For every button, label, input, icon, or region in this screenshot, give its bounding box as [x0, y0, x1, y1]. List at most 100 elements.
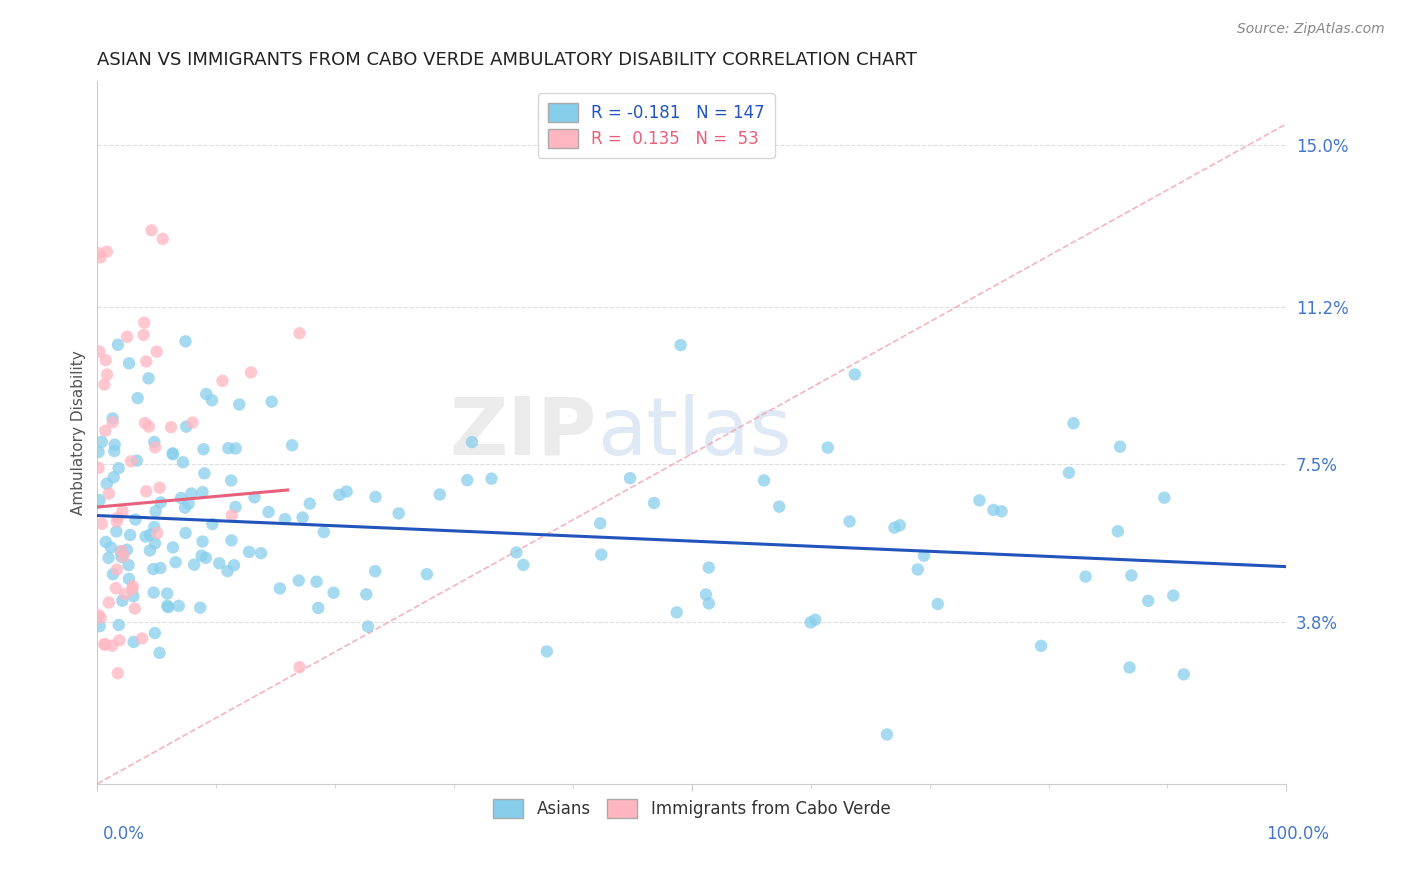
Point: [1153, 491, 1175, 505]
Point: [990, 504, 1012, 518]
Point: [201, 393, 224, 408]
Point: [1161, 589, 1184, 603]
Point: [107, 510, 129, 524]
Point: [148, 646, 170, 660]
Y-axis label: Ambulatory Disability: Ambulatory Disability: [72, 351, 86, 515]
Point: [328, 488, 350, 502]
Point: [1121, 568, 1143, 582]
Point: [131, 632, 153, 646]
Point: [697, 560, 720, 574]
Point: [288, 660, 311, 674]
Point: [115, 330, 138, 344]
Point: [1109, 440, 1132, 454]
Point: [105, 515, 128, 529]
Point: [94, 535, 117, 549]
Point: [120, 528, 142, 542]
Point: [143, 626, 166, 640]
Point: [239, 366, 262, 380]
Point: [167, 599, 190, 613]
Point: [800, 615, 823, 630]
Point: [912, 549, 935, 563]
Point: [156, 599, 179, 613]
Point: [110, 549, 132, 564]
Point: [322, 586, 344, 600]
Point: [139, 528, 162, 542]
Point: [281, 438, 304, 452]
Point: [191, 534, 214, 549]
Point: [269, 582, 291, 596]
Point: [138, 371, 160, 385]
Point: [124, 601, 146, 615]
Point: [101, 415, 124, 429]
Point: [97, 595, 120, 609]
Point: [93, 377, 115, 392]
Point: [697, 596, 720, 610]
Point: [388, 507, 411, 521]
Point: [145, 344, 167, 359]
Point: [429, 487, 451, 501]
Point: [288, 574, 311, 588]
Point: [132, 327, 155, 342]
Point: [124, 512, 146, 526]
Point: [149, 561, 172, 575]
Point: [768, 500, 790, 514]
Point: [357, 619, 380, 633]
Point: [142, 585, 165, 599]
Point: [117, 558, 139, 572]
Point: [250, 546, 273, 560]
Point: [96, 368, 118, 382]
Point: [87, 246, 110, 260]
Point: [505, 545, 527, 559]
Point: [134, 416, 156, 430]
Point: [135, 484, 157, 499]
Point: [228, 397, 250, 411]
Point: [1107, 524, 1129, 539]
Point: [125, 453, 148, 467]
Point: [87, 608, 110, 623]
Point: [172, 455, 194, 469]
Point: [111, 593, 134, 607]
Point: [145, 504, 167, 518]
Point: [152, 232, 174, 246]
Point: [141, 223, 163, 237]
Point: [122, 589, 145, 603]
Point: [160, 420, 183, 434]
Point: [94, 424, 117, 438]
Point: [121, 582, 143, 597]
Point: [127, 391, 149, 405]
Point: [87, 461, 110, 475]
Point: [90, 610, 112, 624]
Point: [804, 613, 827, 627]
Point: [201, 517, 224, 532]
Point: [364, 490, 387, 504]
Point: [138, 419, 160, 434]
Point: [1074, 569, 1097, 583]
Point: [104, 581, 127, 595]
Point: [257, 505, 280, 519]
Point: [143, 441, 166, 455]
Point: [183, 558, 205, 572]
Point: [619, 471, 641, 485]
Point: [115, 542, 138, 557]
Point: [111, 504, 134, 518]
Point: [298, 497, 321, 511]
Point: [162, 447, 184, 461]
Point: [1057, 466, 1080, 480]
Text: atlas: atlas: [596, 393, 792, 472]
Point: [135, 354, 157, 368]
Point: [107, 618, 129, 632]
Point: [139, 543, 162, 558]
Point: [193, 467, 215, 481]
Point: [105, 524, 128, 539]
Point: [122, 579, 145, 593]
Point: [135, 530, 157, 544]
Point: [643, 496, 665, 510]
Point: [89, 619, 111, 633]
Point: [752, 474, 775, 488]
Point: [107, 666, 129, 681]
Point: [219, 474, 242, 488]
Text: 0.0%: 0.0%: [103, 825, 145, 843]
Point: [512, 558, 534, 572]
Point: [817, 441, 839, 455]
Point: [589, 516, 612, 531]
